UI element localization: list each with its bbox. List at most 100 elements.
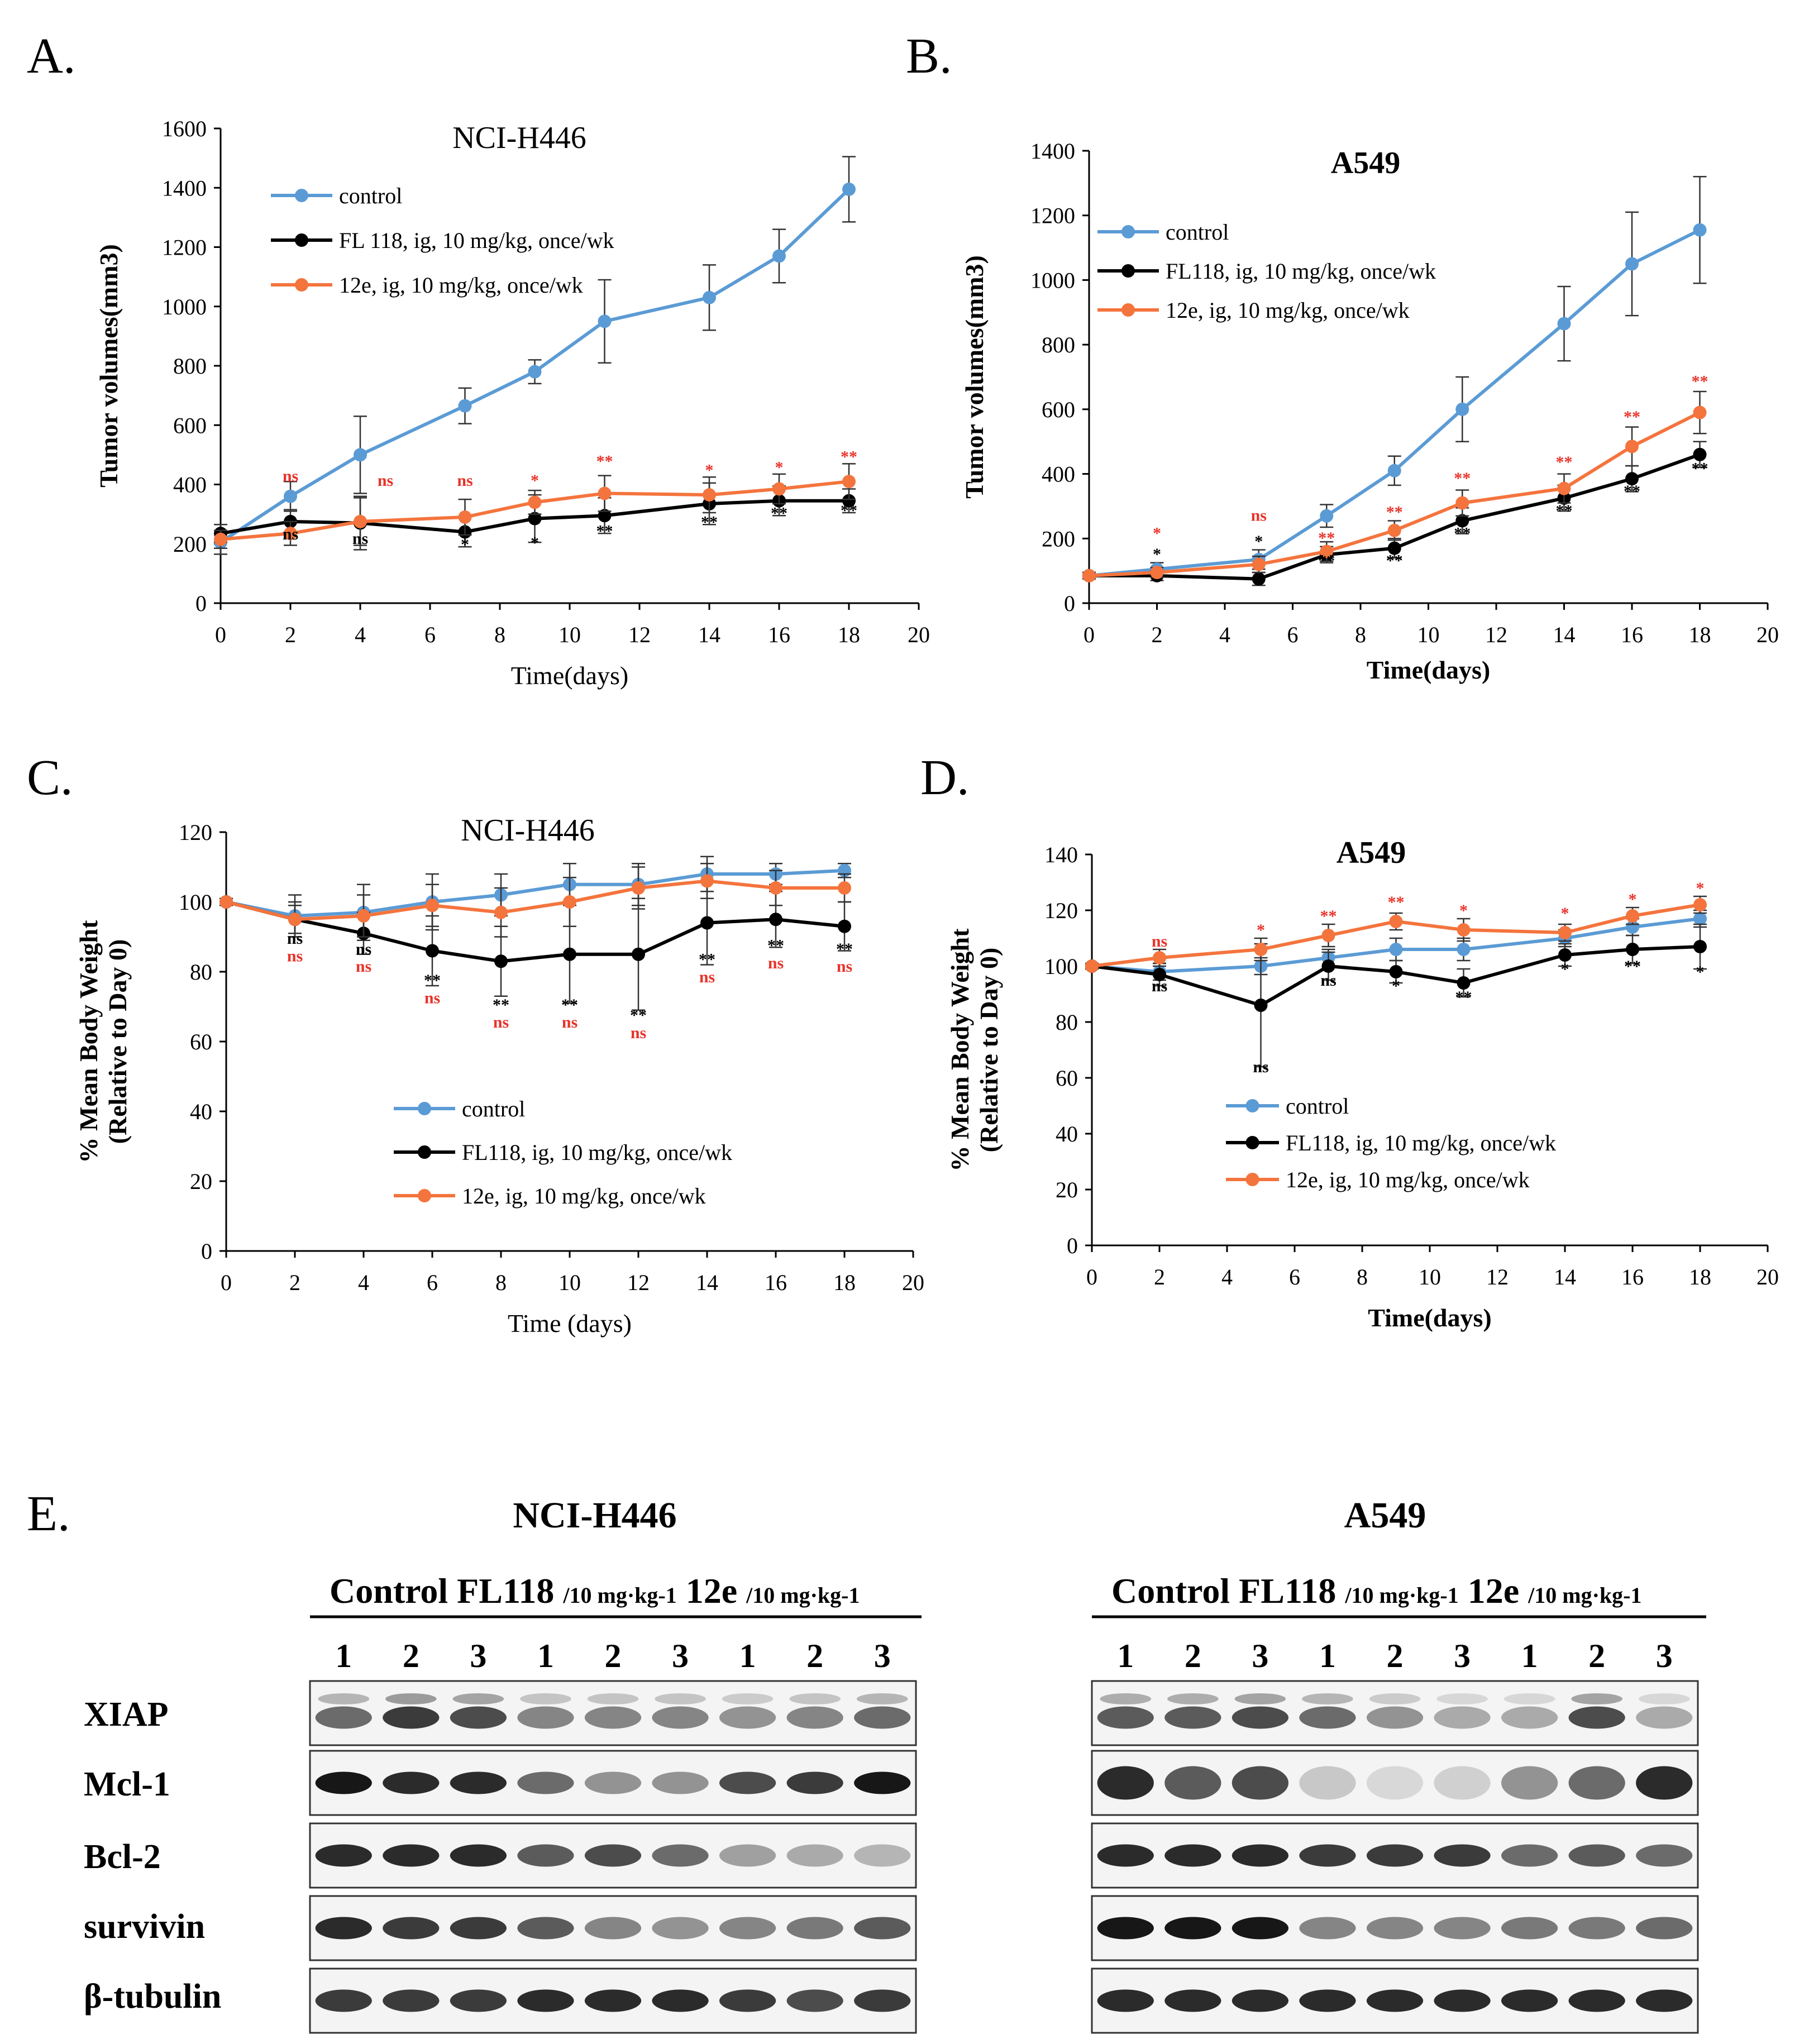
significance-label: ** — [1388, 893, 1405, 911]
blot-band — [1366, 1706, 1424, 1729]
significance-label: ** — [424, 971, 441, 990]
series-line — [226, 900, 845, 963]
data-point — [1693, 447, 1707, 461]
significance-label: ns — [1253, 1058, 1268, 1076]
significance-label: * — [531, 471, 539, 490]
significance-label: ns — [699, 968, 715, 986]
data-point — [1389, 943, 1403, 956]
y-tick-label: 80 — [190, 959, 212, 985]
blot-lane-number: 2 — [1387, 1637, 1404, 1674]
blot-band — [1434, 1917, 1491, 1940]
y-axis-label: % Mean Body Weight — [946, 928, 974, 1172]
y-axis-label: Tumor volumes(mm3) — [960, 255, 989, 499]
x-tick-label: 12 — [628, 622, 651, 647]
blot-band — [719, 1706, 776, 1729]
significance-label: ns — [768, 954, 784, 972]
data-point — [1389, 965, 1403, 978]
y-axis-label: Tumor volumes(mm3) — [94, 244, 123, 488]
blot-band — [1636, 1766, 1693, 1800]
x-tick-label: 2 — [285, 622, 296, 647]
data-point — [1558, 926, 1572, 939]
blot-band — [315, 1917, 372, 1940]
data-point — [1321, 959, 1335, 973]
significance-label: ns — [378, 471, 393, 490]
significance-label: ** — [1624, 408, 1640, 426]
data-point — [354, 448, 367, 462]
significance-label: ns — [287, 929, 303, 948]
blot-band — [786, 1706, 843, 1729]
data-point — [1457, 923, 1471, 937]
x-tick-label: 6 — [1287, 622, 1299, 647]
blot-band — [517, 1989, 574, 2012]
blot-band — [383, 1917, 440, 1940]
legend-label: FL118, ig, 10 mg/kg, once/wk — [1166, 259, 1436, 284]
x-axis-label: Time (days) — [508, 1309, 632, 1338]
y-tick-label: 60 — [1056, 1066, 1078, 1091]
blot-header: Control FL118/10 mg·kg-1 12e/10 mg·kg-1 — [330, 1571, 860, 1611]
y-tick-label: 120 — [179, 820, 212, 845]
blot-band-upper — [1234, 1693, 1286, 1704]
blot-row-label: survivin — [84, 1908, 205, 1946]
data-point — [1625, 440, 1639, 453]
blot-band — [1434, 1844, 1491, 1867]
chart-tumor-volume-a549: 0 200 400 600 800 1000 1200 1400 0 2 4 6 8 10 12 14 16 18… — [960, 139, 1779, 684]
western-blots: XIAP Mcl-1 Bcl-2 survivin β-tubulin NCI-H446 C… — [84, 1495, 1706, 2034]
significance-label: * — [1153, 524, 1161, 542]
blot-band — [517, 1706, 574, 1729]
data-point — [1693, 223, 1707, 237]
significance-label: ** — [596, 452, 613, 471]
data-point — [598, 314, 612, 328]
x-tick-label: 0 — [215, 622, 226, 647]
blot-band — [315, 1989, 372, 2012]
data-point — [769, 913, 782, 927]
data-point — [1557, 481, 1571, 495]
panel-label-c: C. — [27, 750, 73, 805]
data-point — [1254, 999, 1268, 1012]
data-point — [528, 365, 542, 379]
x-tick-label: 20 — [902, 1270, 924, 1295]
blot-group-nci-h446: NCI-H446 Control FL118/10 mg·kg-1 12e/10 mg… — [309, 1495, 922, 2034]
blot-band — [1232, 1917, 1289, 1940]
significance-label: ns — [356, 957, 371, 976]
x-tick-label: 4 — [1219, 622, 1230, 647]
blot-row-label: Bcl-2 — [84, 1838, 161, 1876]
series-e12 — [214, 463, 856, 549]
legend-swatch-marker — [1121, 303, 1135, 317]
y-tick-label: 120 — [1044, 898, 1078, 923]
blot-band — [1232, 1706, 1289, 1729]
blot-band — [854, 1706, 911, 1729]
x-axis-label: Time(days) — [1367, 656, 1491, 684]
blot-lane-number: 2 — [403, 1637, 419, 1674]
data-point — [219, 895, 233, 909]
blot-band — [315, 1771, 372, 1794]
x-tick-label: 10 — [1419, 1264, 1441, 1290]
legend-label: 12e, ig, 10 mg/kg, once/wk — [1286, 1167, 1530, 1192]
x-tick-label: 0 — [221, 1270, 232, 1295]
data-point — [1693, 940, 1707, 953]
x-tick-label: 14 — [1553, 622, 1576, 647]
blot-band — [1097, 1844, 1154, 1867]
data-point — [598, 486, 612, 500]
y-axis-label: (Relative to Day 0) — [103, 939, 132, 1144]
blot-lane-number: 3 — [1656, 1637, 1673, 1674]
blot-band — [1434, 1706, 1491, 1729]
data-point — [842, 475, 856, 489]
significance-label: ** — [841, 501, 857, 519]
blot-band-upper — [520, 1693, 571, 1704]
y-tick-label: 1200 — [162, 235, 207, 260]
data-point — [838, 919, 851, 933]
blot-lane-number: 3 — [1252, 1637, 1268, 1674]
blot-row-label: XIAP — [84, 1696, 169, 1733]
y-tick-label: 600 — [173, 413, 207, 438]
blot-band — [383, 1844, 440, 1867]
blot-band — [1299, 1706, 1356, 1729]
blot-group-title: A549 — [1344, 1495, 1426, 1536]
blot-band — [1501, 1766, 1558, 1800]
blot-band — [450, 1706, 507, 1729]
blot-lane-number: 1 — [1521, 1637, 1538, 1674]
y-tick-label: 100 — [1044, 954, 1078, 979]
blot-band — [584, 1706, 642, 1729]
blot-lane-number: 1 — [1319, 1637, 1336, 1674]
significance-label: ** — [561, 996, 578, 1014]
